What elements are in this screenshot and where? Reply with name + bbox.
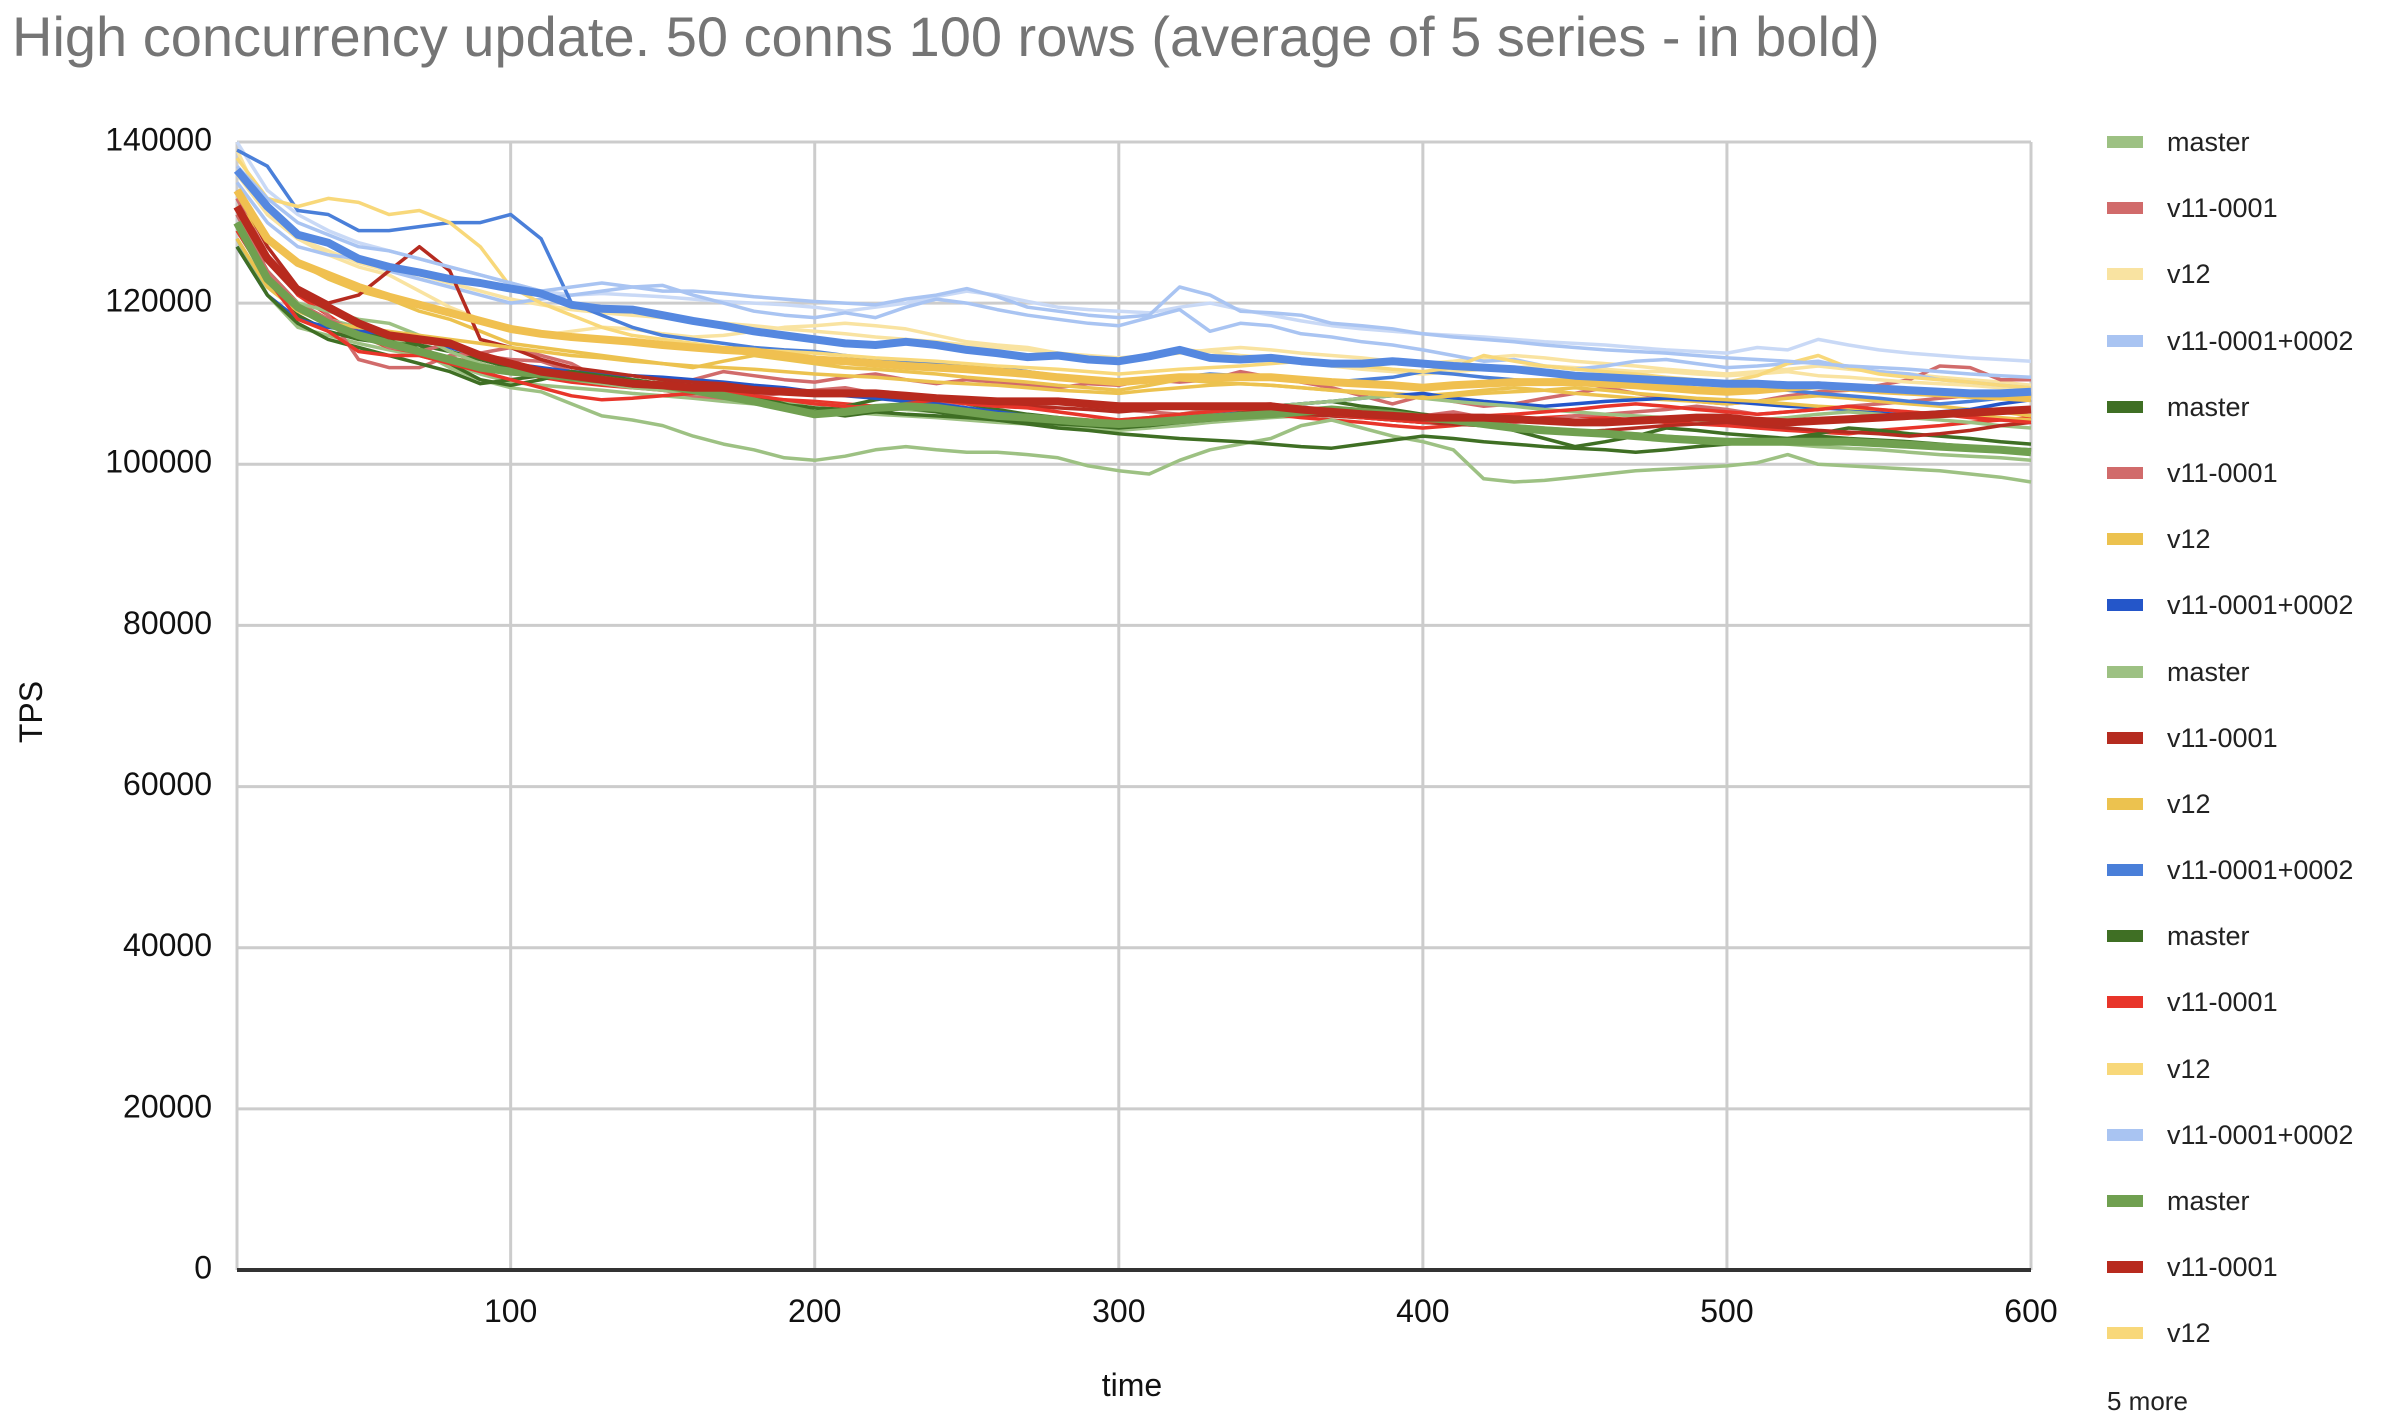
y-tick-label: 100000	[105, 444, 212, 480]
legend-swatch	[2107, 268, 2143, 281]
y-tick-label: 0	[194, 1249, 212, 1285]
series-line-average-v11-0001	[233, 204, 2032, 427]
legend-item[interactable]: v11-0001	[2107, 449, 2387, 515]
series-line-v11-0001	[235, 189, 2032, 438]
legend-swatch	[2107, 864, 2143, 877]
x-tick-label: 600	[2004, 1293, 2057, 1329]
legend-item[interactable]: v11-0001	[2107, 1243, 2387, 1309]
legend-swatch	[2107, 599, 2143, 612]
legend-label: v11-0001+0002	[2167, 1119, 2354, 1150]
legend-label: v11-0001+0002	[2167, 590, 2354, 621]
x-tick-label: 500	[1700, 1293, 1753, 1329]
x-tick-label: 400	[1396, 1293, 1449, 1329]
legend-item[interactable]: v12	[2107, 780, 2387, 846]
chart-title: High concurrency update. 50 conns 100 ro…	[12, 5, 1880, 68]
legend-label: v12	[2167, 524, 2211, 555]
legend-swatch	[2107, 1327, 2143, 1340]
legend-item[interactable]: master	[2107, 1177, 2387, 1243]
y-axis-ticks: 0 20000 40000 60000 80000 100000 120000 140000	[105, 121, 212, 1285]
legend-swatch	[2107, 136, 2143, 148]
legend-item[interactable]: v12	[2107, 515, 2387, 581]
series-line-master	[235, 237, 2032, 484]
legend-label: master	[2167, 656, 2250, 687]
series-line-v11-0001	[235, 229, 2032, 425]
legend-item[interactable]: v12	[2107, 250, 2387, 316]
legend-label: v11-0001	[2167, 193, 2278, 224]
legend-swatch	[2107, 533, 2143, 546]
legend-swatch	[2107, 1128, 2143, 1141]
series-line-v12	[235, 237, 2032, 422]
legend-item[interactable]: master	[2107, 383, 2387, 449]
legend-swatch	[2107, 665, 2143, 678]
legend-label: v11-0001	[2167, 1252, 2278, 1283]
legend-label: v11-0001	[2167, 722, 2278, 753]
legend-swatch	[2107, 400, 2143, 413]
legend-label: master	[2167, 1186, 2250, 1216]
legend-swatch	[2107, 930, 2143, 943]
legend-item[interactable]: v11-0001+0002	[2107, 317, 2387, 383]
y-axis-label: TPS	[13, 681, 49, 743]
legend-label: v12	[2167, 1053, 2211, 1084]
x-tick-label: 100	[484, 1293, 537, 1329]
legend-label: v12	[2167, 788, 2211, 819]
legend-item[interactable]: v11-0001	[2107, 184, 2387, 250]
legend-swatch	[2107, 797, 2143, 810]
x-axis-ticks: 100 200 300 400 500 600	[484, 1293, 2058, 1329]
legend-swatch	[2107, 1261, 2143, 1274]
x-tick-label: 300	[1092, 1293, 1145, 1329]
legend-swatch	[2107, 202, 2143, 215]
legend-more-button[interactable]: 5 more	[2107, 1385, 2188, 1416]
legend-label: v11-0001	[2167, 457, 2278, 488]
series-lines	[233, 141, 2032, 484]
y-tick-label: 20000	[123, 1088, 212, 1124]
legend-label: master	[2167, 391, 2250, 422]
y-tick-label: 80000	[123, 605, 212, 641]
legend-item[interactable]: v12	[2107, 1045, 2387, 1111]
series-line-v12	[235, 157, 2032, 390]
legend-item[interactable]: master	[2107, 912, 2387, 978]
legend-swatch	[2107, 996, 2143, 1009]
legend-item[interactable]: v12	[2107, 1309, 2387, 1375]
x-tick-label: 200	[788, 1293, 841, 1329]
series-line-average-v11-0001+0002	[233, 167, 2032, 398]
legend-item[interactable]: v11-0001+0002	[2107, 1111, 2387, 1177]
legend-swatch	[2107, 731, 2143, 744]
y-tick-label: 140000	[105, 121, 212, 157]
series-line-average-v12	[233, 188, 2032, 403]
legend-label: v12	[2167, 259, 2211, 290]
legend-swatch	[2107, 1195, 2143, 1207]
legend-label: master	[2167, 921, 2250, 952]
legend-label: v12	[2167, 1318, 2211, 1349]
legend-item[interactable]: master	[2107, 648, 2387, 714]
legend-label: v11-0001+0002	[2167, 325, 2354, 356]
y-tick-label: 40000	[123, 927, 212, 963]
legend-label: v11-0001+0002	[2167, 855, 2354, 886]
legend-label: v11-0001	[2167, 987, 2278, 1018]
x-axis-label: time	[1102, 1367, 1162, 1403]
y-tick-label: 120000	[105, 283, 212, 319]
legend-item[interactable]: v11-0001	[2107, 978, 2387, 1044]
legend-swatch	[2107, 334, 2143, 347]
legend-item[interactable]: v11-0001+0002	[2107, 581, 2387, 647]
legend-item[interactable]: master	[2107, 118, 2387, 184]
series-line-v11-0001+0002	[235, 245, 2032, 428]
legend-label: master	[2167, 127, 2250, 157]
legend: master v11-0001 v12 v11-0001+0002 master v11-…	[2107, 118, 2387, 1417]
y-tick-label: 60000	[123, 766, 212, 802]
legend-item[interactable]: v11-0001+0002	[2107, 846, 2387, 912]
legend-swatch	[2107, 1062, 2143, 1075]
legend-swatch	[2107, 466, 2143, 479]
legend-item[interactable]: v11-0001	[2107, 714, 2387, 780]
